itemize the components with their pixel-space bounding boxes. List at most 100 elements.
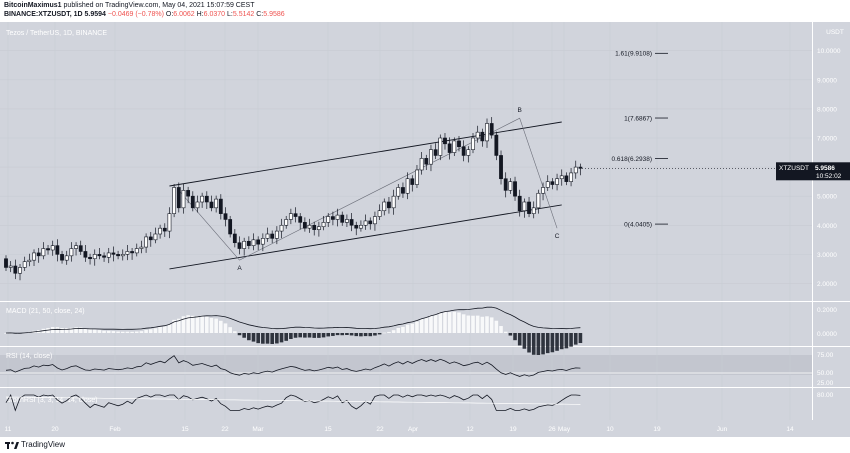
wave-label-a: A bbox=[237, 265, 242, 272]
macd-histogram-bar bbox=[513, 333, 517, 341]
macd-histogram-bar bbox=[452, 311, 457, 333]
macd-histogram-bar bbox=[461, 314, 466, 333]
macd-histogram-bar bbox=[256, 333, 260, 344]
main-pane-bg bbox=[0, 22, 812, 301]
time-tick-label: Jun bbox=[717, 426, 728, 433]
candle-down bbox=[111, 252, 116, 255]
candle-up bbox=[50, 245, 55, 251]
candle-up bbox=[466, 149, 471, 156]
macd-histogram-bar bbox=[559, 333, 564, 350]
macd-histogram-bar bbox=[377, 333, 382, 335]
price-tag-price: 5.9586 bbox=[815, 165, 835, 172]
macd-tick-1: 0.2000 bbox=[817, 307, 837, 314]
fib-extension[interactable]: 1.61(9.9108) 1(7.6867) 0.618(6.2938) 0(4.04… bbox=[612, 51, 668, 229]
macd-histogram-bar bbox=[550, 333, 555, 353]
macd-histogram-bar bbox=[83, 328, 88, 333]
price-tag-countdown: 10:52:02 bbox=[816, 173, 842, 180]
time-tick-label: 14 bbox=[786, 426, 794, 433]
rsi-line bbox=[5, 355, 581, 377]
fib-level-label: 0.618(6.2938) bbox=[612, 156, 652, 163]
macd-histogram-bar bbox=[447, 312, 452, 333]
macd-histogram-bar bbox=[424, 317, 429, 333]
candle-down bbox=[503, 178, 508, 191]
macd-histogram-bar bbox=[335, 333, 340, 336]
ohlc-line: BINANCE:XTZUSDT, 1D 5.9594 −0.0469 (−0.7… bbox=[4, 11, 285, 18]
macd-histogram-bar bbox=[401, 326, 405, 333]
price-tag-symbol: XTZUSDT bbox=[779, 165, 809, 172]
time-tick-label: 20 bbox=[51, 426, 59, 433]
candle-down bbox=[116, 254, 120, 257]
candle-down bbox=[293, 213, 298, 217]
macd-histogram-bar bbox=[545, 333, 550, 354]
macd-histogram-bar bbox=[443, 311, 447, 333]
candle-up bbox=[153, 233, 158, 241]
time-tick-label: 22 bbox=[376, 426, 384, 433]
candle-up bbox=[405, 178, 410, 194]
macd-histogram-bar bbox=[64, 328, 69, 333]
candle-up bbox=[508, 181, 513, 191]
stoch-d-line bbox=[5, 396, 581, 405]
candle-up bbox=[260, 238, 265, 245]
candle-up bbox=[144, 236, 149, 248]
macd-histogram-bar bbox=[578, 333, 583, 344]
wave-path-line bbox=[178, 117, 558, 261]
candle-up bbox=[373, 216, 377, 225]
footer-brand[interactable]: TradingView bbox=[21, 440, 66, 449]
macd-histogram-bar bbox=[120, 331, 125, 333]
macd-histogram-bar bbox=[480, 316, 485, 333]
macd-histogram-bar bbox=[60, 327, 64, 333]
author-name[interactable]: BitcoinMaximus1 bbox=[4, 2, 62, 9]
rsi-tick-50: 50.00 bbox=[817, 370, 834, 377]
high-value: 6.0370 bbox=[203, 11, 226, 18]
candle-down bbox=[162, 227, 167, 232]
macd-histogram-bar bbox=[396, 327, 401, 333]
price-change: −0.0469 (−0.78%) bbox=[107, 11, 164, 18]
macd-histogram-bar bbox=[247, 333, 251, 341]
macd-histogram-bar bbox=[536, 333, 541, 355]
candle-down bbox=[256, 239, 261, 245]
macd-histogram-bar bbox=[139, 331, 144, 333]
macd-histogram-bar bbox=[228, 327, 232, 333]
candle-down bbox=[102, 255, 106, 258]
fib-level-label: 1(7.6867) bbox=[624, 115, 652, 122]
currency-label: USDT bbox=[826, 29, 844, 36]
candle-up bbox=[167, 213, 172, 232]
candle-down bbox=[4, 258, 8, 268]
macd-histogram-bar bbox=[223, 323, 228, 333]
candle-down bbox=[349, 219, 354, 226]
publish-header: BitcoinMaximus1 published on TradingView… bbox=[0, 0, 850, 22]
macd-histogram-bar bbox=[410, 323, 415, 333]
candle-up bbox=[18, 267, 22, 274]
candle-down bbox=[176, 187, 181, 209]
candle-down bbox=[550, 181, 555, 185]
candle-down bbox=[228, 219, 233, 235]
macd-histogram-bar bbox=[457, 312, 461, 333]
chart-area[interactable]: Tezos / TetherUS, 1D, BINANCE USDT 10.00… bbox=[0, 22, 850, 437]
tradingview-logo-icon bbox=[5, 441, 19, 449]
macd-pane-bg bbox=[0, 302, 812, 346]
candle-up bbox=[27, 259, 32, 262]
time-tick-label: 11 bbox=[5, 426, 12, 433]
time-tick-label: 22 bbox=[221, 426, 229, 433]
candle-down bbox=[46, 248, 50, 251]
time-tick-label: 26 bbox=[548, 426, 556, 433]
stoch-tick-80: 80.00 bbox=[817, 392, 834, 399]
time-tick-label: 15 bbox=[324, 426, 332, 433]
macd-histogram-bar bbox=[317, 333, 321, 338]
candle-up bbox=[345, 219, 349, 223]
macd-histogram-bar bbox=[345, 333, 349, 336]
macd-histogram-bar bbox=[130, 331, 134, 333]
macd-histogram-bar bbox=[158, 326, 162, 333]
candle-up bbox=[485, 123, 489, 142]
macd-histogram-bar bbox=[312, 333, 317, 338]
macd-histogram-bar bbox=[97, 330, 102, 333]
candle-down bbox=[232, 233, 237, 244]
macd-label: MACD (21, 50, close, 24) bbox=[6, 308, 85, 315]
candle-up bbox=[363, 220, 368, 226]
macd-histogram-bar bbox=[471, 315, 475, 333]
macd-histogram-bar bbox=[433, 314, 438, 333]
macd-histogram-bar bbox=[46, 328, 50, 333]
time-axis[interactable]: 11 20 Feb 15 22 Mar 15 22 Apr 12 19 26 May 10 19 Jun 14 bbox=[5, 426, 794, 433]
macd-histogram-bar bbox=[88, 329, 92, 333]
candle-up bbox=[471, 137, 475, 150]
